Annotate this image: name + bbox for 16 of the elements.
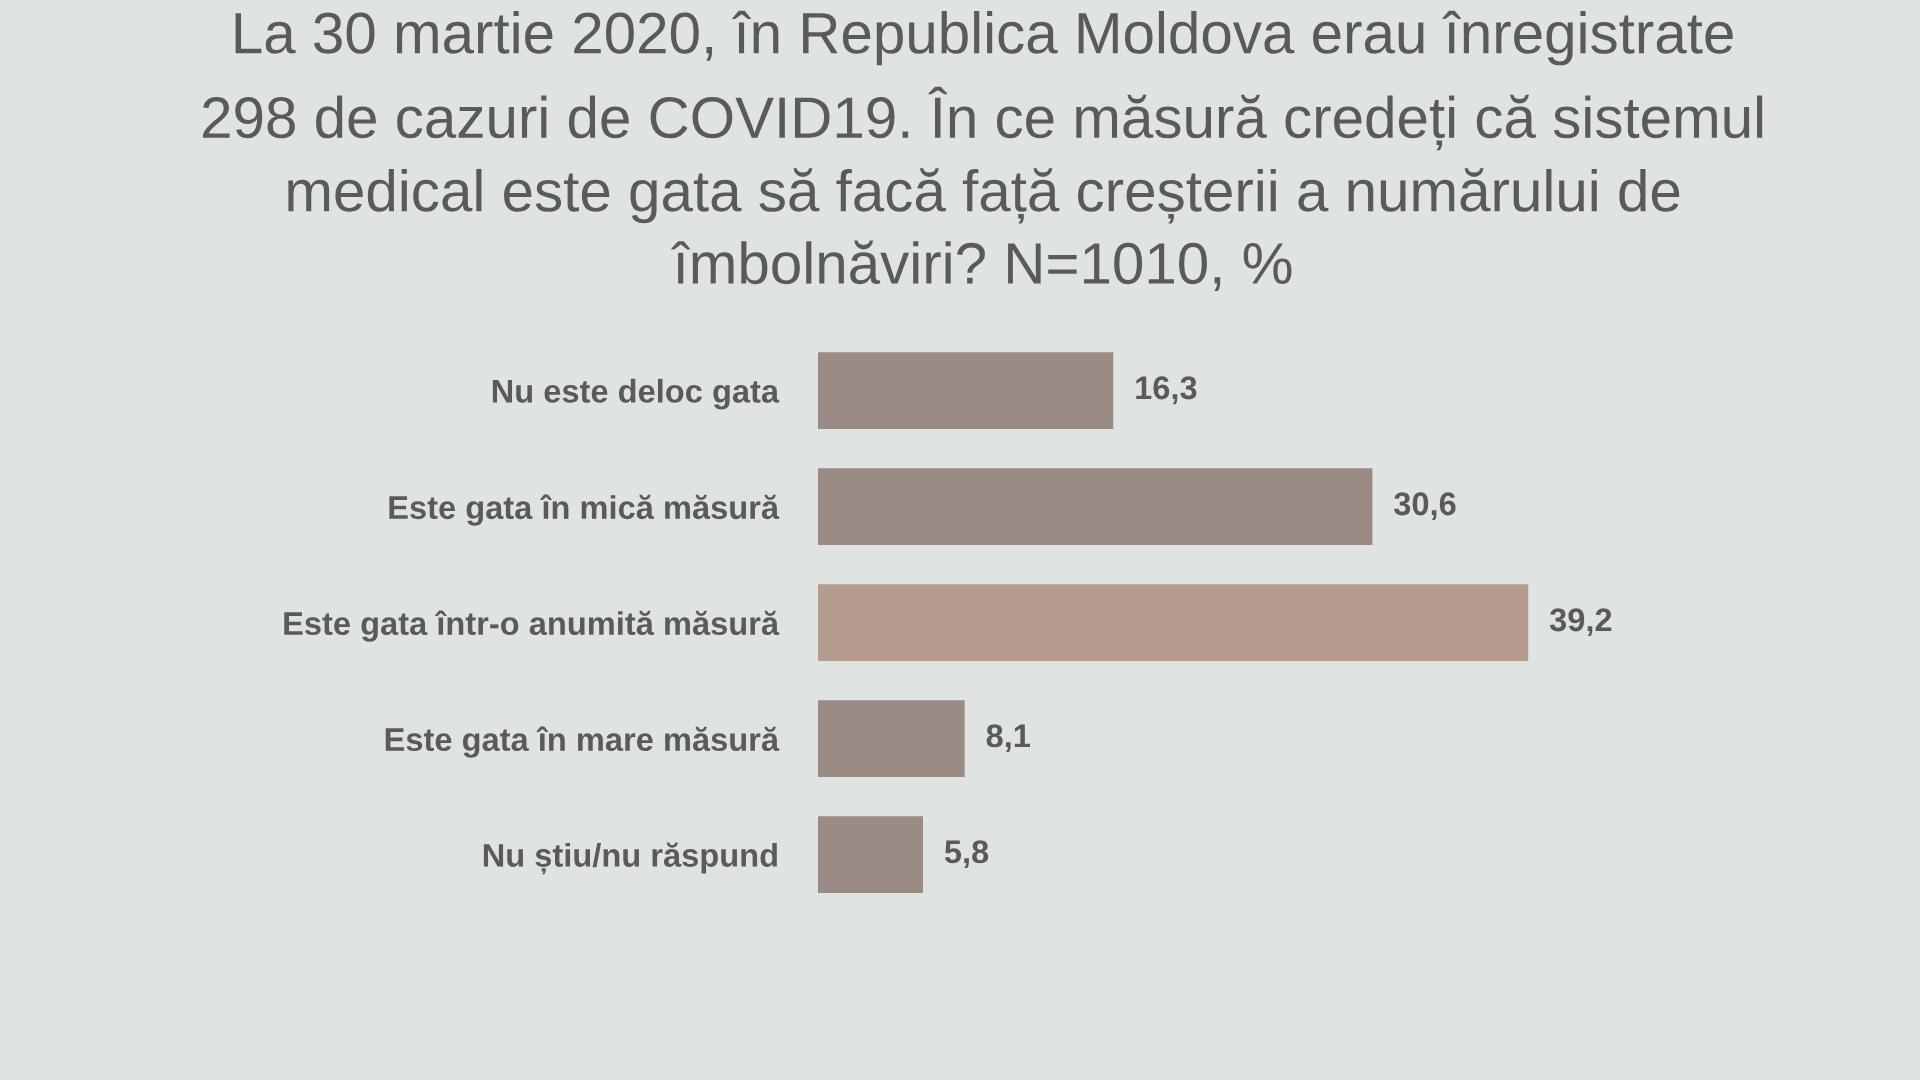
bar: [817, 700, 965, 777]
y-tick-label: Nu este deloc gata: [492, 378, 780, 410]
chart-title: La 30 martie 2020, în Republica Moldova erau înregistrate 298 de cazuri de COVID19. În ce măsură credeți că sistemul medical este gata să facă față creșterii a numărului de îmbolnăviri? N=1010, %: [203, 10, 1763, 292]
bar: [817, 468, 1373, 545]
data-label: 8,1: [986, 724, 1030, 753]
bar: [817, 584, 1529, 661]
y-tick-label: Este gata într-o anumită măsură: [284, 610, 780, 642]
y-tick-label: Nu știu/nu răspund: [483, 842, 777, 875]
data-label: 5,8: [944, 840, 989, 869]
data-label: 39,2: [1549, 608, 1612, 637]
bar: [817, 352, 1114, 429]
bar: [817, 816, 924, 893]
data-label: 16,3: [1136, 376, 1197, 405]
y-tick-label: Este gata în mare măsură: [385, 726, 780, 758]
data-label: 30,6: [1394, 492, 1456, 521]
y-tick-label: Este gata în mică măsură: [389, 494, 780, 526]
